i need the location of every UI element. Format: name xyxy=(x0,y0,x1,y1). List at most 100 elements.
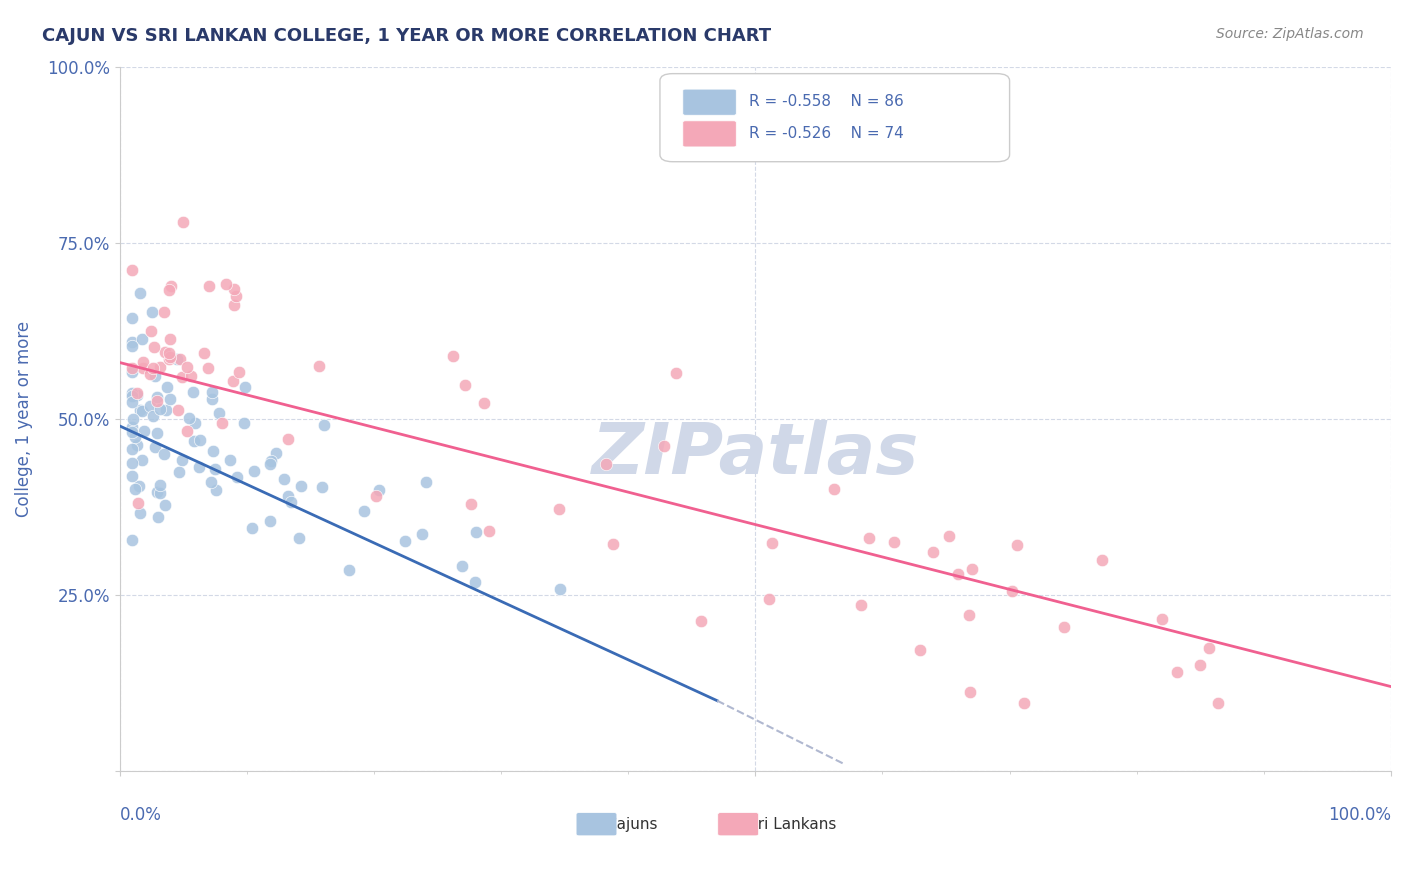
Point xyxy=(602,536,624,550)
Point xyxy=(222,282,245,296)
Point xyxy=(131,453,153,467)
Point xyxy=(1150,612,1173,626)
Point xyxy=(124,482,146,496)
Point xyxy=(139,400,162,414)
Point xyxy=(153,345,176,359)
Point xyxy=(921,545,943,559)
Point xyxy=(225,289,247,303)
Point xyxy=(132,424,155,438)
Point xyxy=(180,369,202,384)
Point xyxy=(260,454,283,468)
Point xyxy=(308,359,330,373)
Point xyxy=(121,394,143,409)
Point xyxy=(233,379,256,393)
Point xyxy=(125,438,148,452)
Point xyxy=(451,559,474,574)
Point xyxy=(204,462,226,476)
Point xyxy=(153,447,176,461)
Point xyxy=(1091,553,1114,567)
Point xyxy=(273,472,295,486)
Point xyxy=(277,433,299,447)
Point xyxy=(159,392,181,407)
Point xyxy=(201,385,224,400)
Point xyxy=(1005,538,1028,552)
Point xyxy=(167,465,190,479)
Point xyxy=(121,420,143,434)
Point xyxy=(131,332,153,346)
Point xyxy=(149,401,172,416)
Text: CAJUN VS SRI LANKAN COLLEGE, 1 YEAR OR MORE CORRELATION CHART: CAJUN VS SRI LANKAN COLLEGE, 1 YEAR OR M… xyxy=(42,27,772,45)
Point xyxy=(183,434,205,449)
Point xyxy=(242,464,264,478)
Point xyxy=(179,410,201,425)
Text: Sri Lankans: Sri Lankans xyxy=(748,817,837,831)
Point xyxy=(188,433,211,447)
Point xyxy=(1198,640,1220,655)
Point xyxy=(337,563,360,577)
Point xyxy=(652,439,675,453)
Point xyxy=(131,403,153,417)
Point xyxy=(181,384,204,399)
Point xyxy=(472,396,495,410)
Point xyxy=(157,346,180,360)
Point xyxy=(415,475,437,489)
Point xyxy=(170,453,193,467)
Point xyxy=(121,365,143,379)
Point xyxy=(215,277,238,291)
Point xyxy=(121,339,143,353)
Point xyxy=(197,360,219,375)
Point xyxy=(368,483,391,497)
Point xyxy=(1012,696,1035,710)
Point xyxy=(1166,665,1188,679)
Point xyxy=(167,402,190,417)
Point xyxy=(208,406,231,420)
Point xyxy=(1001,583,1024,598)
Point xyxy=(145,425,167,440)
Point xyxy=(665,367,688,381)
Point xyxy=(259,514,281,528)
Point xyxy=(595,458,617,472)
Text: R = -0.526    N = 74: R = -0.526 N = 74 xyxy=(749,126,904,141)
Point xyxy=(121,469,143,483)
Point xyxy=(156,380,179,394)
Point xyxy=(205,483,228,497)
Point xyxy=(242,521,264,535)
Point xyxy=(222,374,245,388)
Point xyxy=(141,305,163,319)
Point xyxy=(145,485,167,500)
Point xyxy=(127,496,149,510)
Point xyxy=(153,499,176,513)
Point xyxy=(143,369,166,384)
Text: ZIPatlas: ZIPatlas xyxy=(592,419,920,489)
Point xyxy=(184,416,207,430)
Text: 0.0%: 0.0% xyxy=(120,806,162,824)
Point xyxy=(176,424,198,438)
Point xyxy=(960,562,983,576)
Point xyxy=(200,475,222,490)
Point xyxy=(758,591,780,606)
Point xyxy=(1053,620,1076,634)
Point xyxy=(121,386,143,401)
FancyBboxPatch shape xyxy=(683,120,737,147)
Point xyxy=(128,479,150,493)
Y-axis label: College, 1 year or more: College, 1 year or more xyxy=(15,321,32,517)
Point xyxy=(160,279,183,293)
Point xyxy=(121,412,143,426)
Point xyxy=(761,535,783,549)
Point xyxy=(121,389,143,403)
Point xyxy=(394,533,416,548)
FancyBboxPatch shape xyxy=(683,89,737,115)
Point xyxy=(202,443,225,458)
Point xyxy=(353,504,375,518)
Point xyxy=(290,479,312,493)
Point xyxy=(550,582,572,596)
Point xyxy=(169,352,191,367)
Point xyxy=(176,359,198,374)
Point xyxy=(146,390,169,404)
Point xyxy=(259,457,281,471)
Point xyxy=(233,417,256,431)
Point xyxy=(228,365,250,379)
Point xyxy=(454,378,477,392)
Point xyxy=(143,440,166,454)
Point xyxy=(957,607,980,622)
